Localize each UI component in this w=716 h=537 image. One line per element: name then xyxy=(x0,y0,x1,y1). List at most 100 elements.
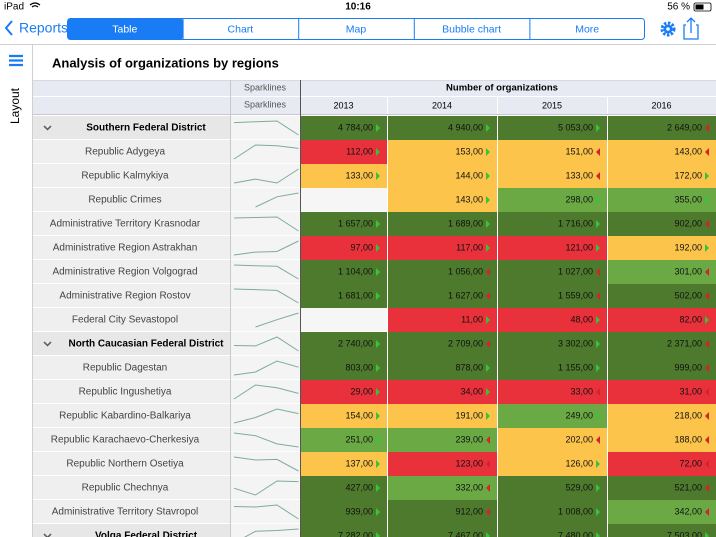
tab[interactable]: Bubble chart xyxy=(442,23,501,35)
trend-arrow xyxy=(596,268,600,276)
back-chevron[interactable] xyxy=(4,20,13,36)
value-cell xyxy=(608,284,716,308)
sparkline-bg xyxy=(231,284,300,307)
value-cell xyxy=(301,212,387,236)
value-cell xyxy=(608,140,716,164)
group-label[interactable]: North Caucasian Federal District xyxy=(68,339,224,350)
value-cell xyxy=(608,452,716,476)
cell-value: 251,00 xyxy=(345,434,373,444)
segmented-control: Table Chart Map Bubble chart More xyxy=(67,18,645,40)
trend-arrow xyxy=(376,532,380,537)
trend-arrow xyxy=(376,364,380,372)
value-cell xyxy=(498,164,607,188)
menu-button[interactable] xyxy=(9,54,23,67)
cell-value: 249,00 xyxy=(565,410,593,420)
tab[interactable]: Map xyxy=(346,23,367,35)
value-cell xyxy=(608,308,716,332)
value-cell xyxy=(301,404,387,428)
expand-chevron[interactable] xyxy=(43,533,52,537)
settings-button[interactable] xyxy=(660,21,676,37)
row-label: Administrative Territory Krasnodar xyxy=(50,219,201,230)
trend-arrow xyxy=(376,172,380,180)
trend-arrow xyxy=(705,460,709,468)
value-cell xyxy=(498,524,607,537)
sparkline-bg xyxy=(231,452,300,475)
trend-arrow xyxy=(376,436,380,444)
cell-value: 878,00 xyxy=(455,362,483,372)
header-cell: Sparklines xyxy=(244,99,287,109)
value-cell xyxy=(301,116,387,140)
cell-value: 82,00 xyxy=(679,314,702,324)
cell-value: 1 056,00 xyxy=(448,266,483,276)
back-button[interactable]: Reports xyxy=(19,20,68,36)
value-cell xyxy=(388,404,497,428)
trend-arrow xyxy=(376,460,380,468)
value-cell xyxy=(388,260,497,284)
value-cell xyxy=(388,284,497,308)
row-label: Republic Karachaevo-Cherkesiya xyxy=(51,435,200,446)
sparkline xyxy=(233,480,299,496)
trend-arrow xyxy=(596,412,600,420)
battery-icon xyxy=(693,2,712,12)
cell-value: 172,00 xyxy=(674,170,702,180)
cell-value: 912,00 xyxy=(455,506,483,516)
cell-value: 1 008,00 xyxy=(558,506,593,516)
sparkline-bg xyxy=(231,308,300,331)
share-button[interactable] xyxy=(683,17,699,40)
header-bg xyxy=(33,80,716,115)
sparkline-bg xyxy=(231,188,300,211)
trend-arrow xyxy=(376,268,380,276)
trend-arrow xyxy=(705,436,709,444)
sparkline xyxy=(255,312,299,328)
trend-arrow xyxy=(486,412,490,420)
row-label: Federal City Sevastopol xyxy=(72,315,178,326)
gear-teeth[interactable] xyxy=(660,21,676,37)
cell-value: 112,00 xyxy=(346,146,373,156)
tab[interactable]: Chart xyxy=(228,23,254,35)
sparkline-bg xyxy=(231,332,300,355)
value-cell xyxy=(498,404,607,428)
tab[interactable]: Table xyxy=(112,23,137,35)
cell-value: 2 371,00 xyxy=(667,338,702,348)
trend-arrow xyxy=(486,532,490,537)
cell-value: 191,00 xyxy=(455,410,483,420)
value-cell xyxy=(498,212,607,236)
value-cell xyxy=(608,236,716,260)
group-label[interactable]: Southern Federal District xyxy=(86,123,206,134)
group-label[interactable]: Volga Federal District xyxy=(95,531,198,537)
cell-value: 1 104,00 xyxy=(338,266,373,276)
trend-arrow xyxy=(705,484,709,492)
value-cell xyxy=(301,380,387,404)
expand-chevron[interactable] xyxy=(43,125,52,131)
row-header-bg xyxy=(33,308,230,331)
sparkline xyxy=(233,456,299,472)
value-cell xyxy=(388,500,497,524)
row-header-bg xyxy=(33,332,230,355)
value-cell xyxy=(388,476,497,500)
cell-value: 803,00 xyxy=(345,362,373,372)
value-cell xyxy=(498,428,607,452)
gear-hole[interactable] xyxy=(666,27,670,31)
trend-arrow xyxy=(486,244,490,252)
segment-selected[interactable] xyxy=(67,18,184,40)
value-cell xyxy=(388,116,497,140)
cell-value: 126,00 xyxy=(565,458,593,468)
value-cell xyxy=(388,524,497,537)
year-header: 2016 xyxy=(651,100,671,110)
trend-arrow xyxy=(376,484,380,492)
value-cell xyxy=(498,116,607,140)
value-cell xyxy=(301,356,387,380)
value-cell xyxy=(388,308,497,332)
trend-arrow xyxy=(705,244,709,252)
trend-arrow xyxy=(705,172,709,180)
row-header-bg xyxy=(33,284,230,307)
layout-tab[interactable]: Layout xyxy=(8,87,22,124)
trend-arrow xyxy=(596,460,600,468)
trend-arrow xyxy=(376,340,380,348)
sparkline xyxy=(233,432,299,448)
clock: 10:16 xyxy=(345,2,371,13)
tab[interactable]: More xyxy=(575,23,599,35)
expand-chevron[interactable] xyxy=(43,341,52,347)
cell-value: 153,00 xyxy=(455,146,483,156)
